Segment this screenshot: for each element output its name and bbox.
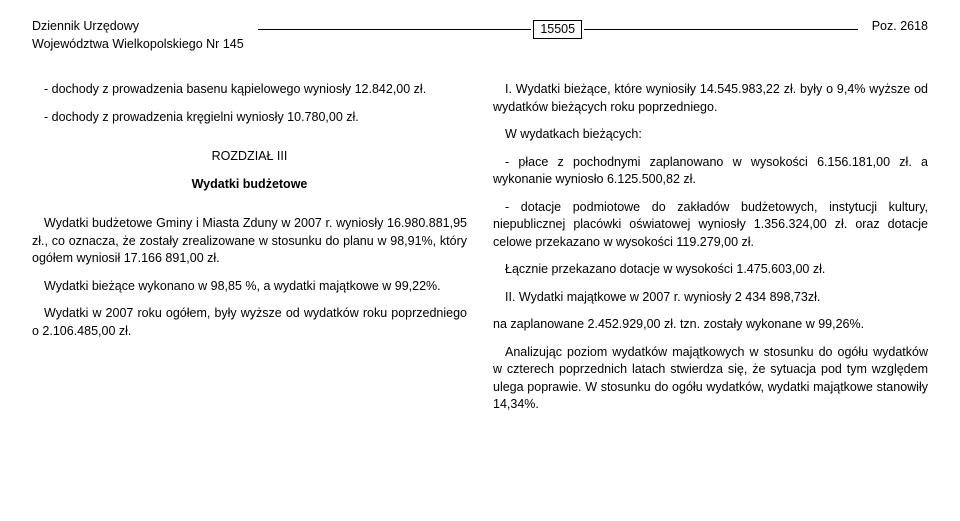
right-para-1: I. Wydatki bieżące, które wyniosiły 14.5… [493, 81, 928, 116]
journal-title: Dziennik Urzędowy [32, 18, 244, 36]
right-column: I. Wydatki bieżące, które wyniosiły 14.5… [493, 81, 928, 424]
page-header: Dziennik Urzędowy Województwa Wielkopols… [32, 18, 928, 53]
right-para-6: II. Wydatki majątkowe w 2007 r. wyniosły… [493, 289, 928, 307]
right-para-4: - dotacje podmiotowe do zakładów budżeto… [493, 199, 928, 252]
left-para-3: Wydatki budżetowe Gminy i Miasta Zduny w… [32, 215, 467, 268]
left-para-1: - dochody z prowadzenia basenu kąpielowe… [32, 81, 467, 99]
left-column: - dochody z prowadzenia basenu kąpielowe… [32, 81, 467, 424]
right-para-5: Łącznie przekazano dotacje w wysokości 1… [493, 261, 928, 279]
section-label: ROZDZIAŁ III [32, 148, 467, 166]
journal-title-block: Dziennik Urzędowy Województwa Wielkopols… [32, 18, 244, 53]
rule-left [258, 29, 532, 30]
page-number: 15505 [533, 20, 582, 40]
right-para-7: na zaplanowane 2.452.929,00 zł. tzn. zos… [493, 316, 928, 334]
left-para-5: Wydatki w 2007 roku ogółem, były wyższe … [32, 305, 467, 340]
right-para-2: W wydatkach bieżących: [493, 126, 928, 144]
rule-right [584, 29, 858, 30]
content-columns: - dochody z prowadzenia basenu kąpielowe… [32, 81, 928, 424]
left-para-4: Wydatki bieżące wykonano w 98,85 %, a wy… [32, 278, 467, 296]
poz-label: Poz. 2618 [872, 18, 928, 36]
header-rule: 15505 [258, 20, 858, 40]
section-title: Wydatki budżetowe [32, 176, 467, 194]
left-para-2: - dochody z prowadzenia kręgielni wynios… [32, 109, 467, 127]
right-para-8: Analizując poziom wydatków majątkowych w… [493, 344, 928, 414]
right-para-3: - płace z pochodnymi zaplanowano w wysok… [493, 154, 928, 189]
journal-subtitle: Województwa Wielkopolskiego Nr 145 [32, 36, 244, 54]
